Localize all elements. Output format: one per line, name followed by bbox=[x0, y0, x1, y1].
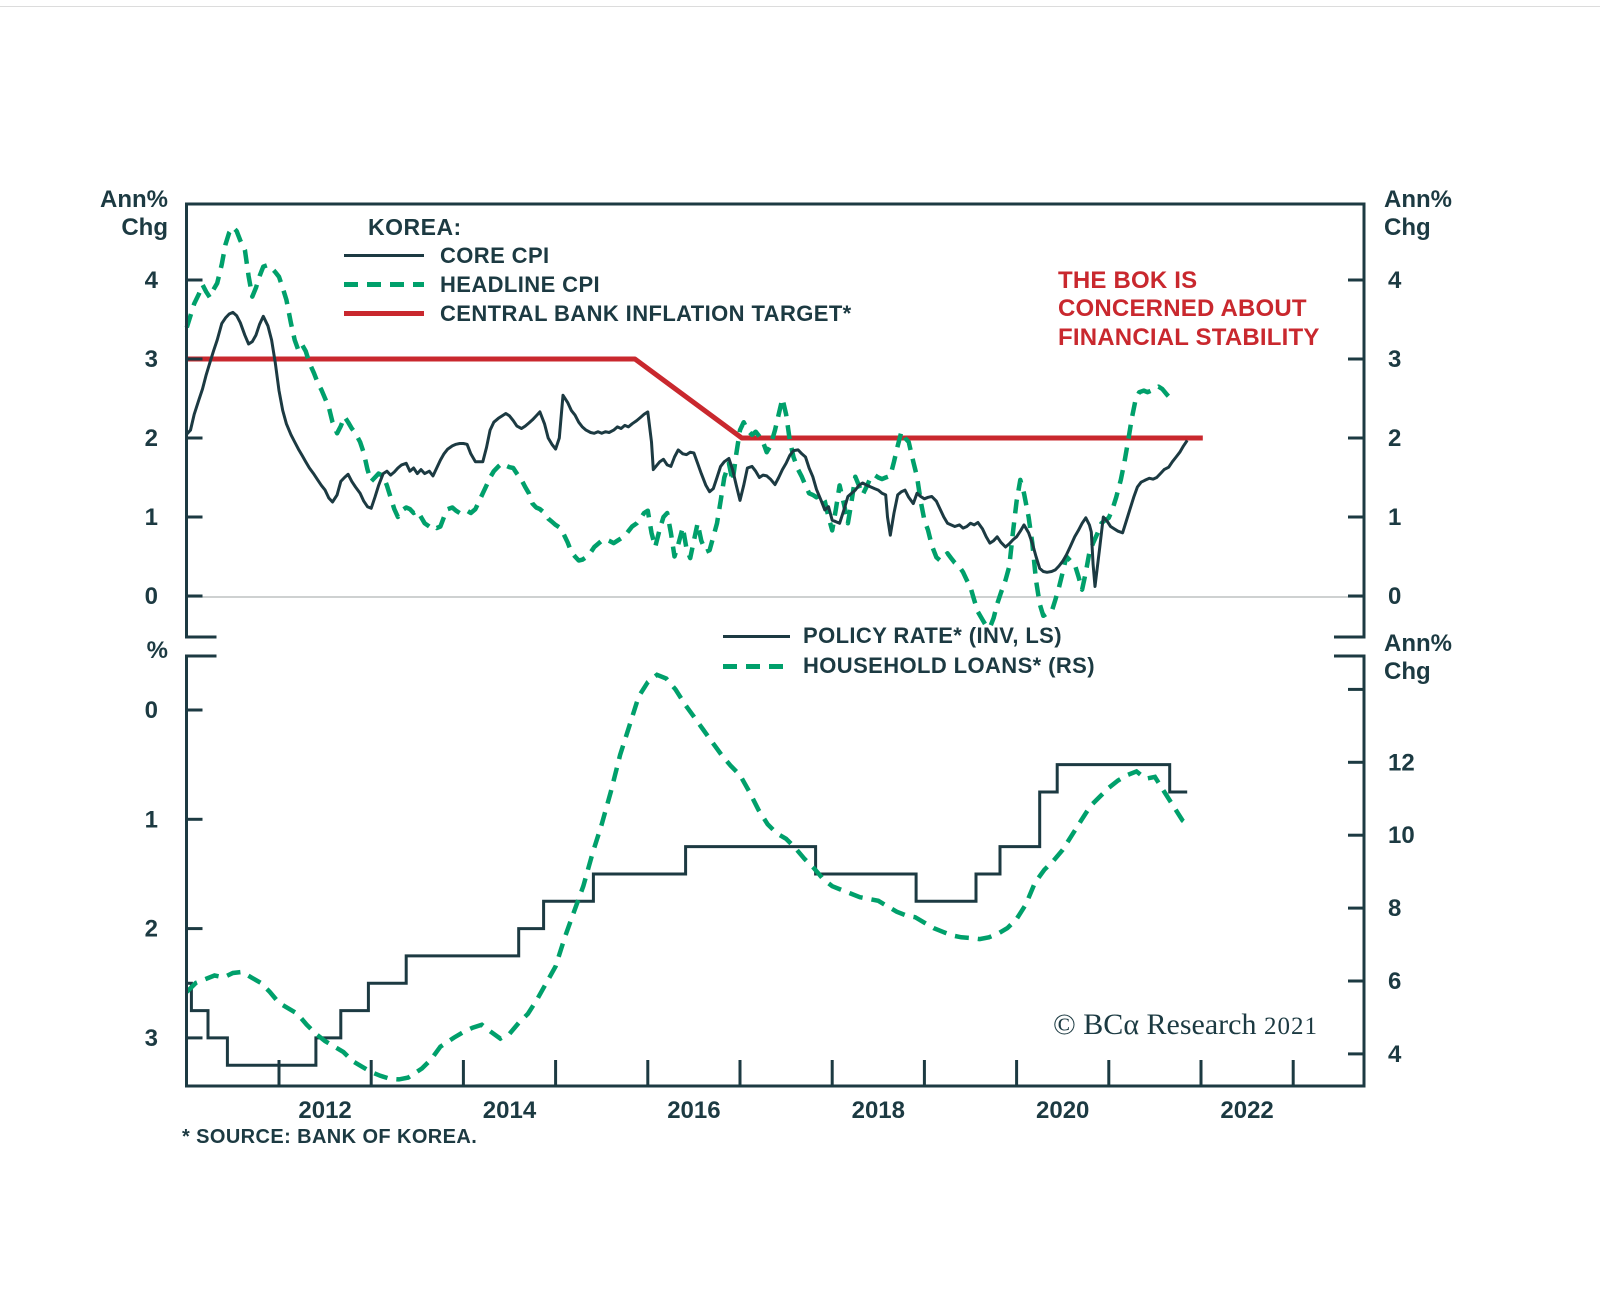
core-cpi-label: CORE CPI bbox=[440, 242, 550, 268]
legend-entry-household-loans: HOUSEHOLD LOANS* (RS) bbox=[723, 651, 1095, 681]
top-left-axis-unit: Ann% Chg bbox=[100, 186, 168, 242]
policy-rate-label: POLICY RATE* (INV, LS) bbox=[803, 623, 1062, 648]
annotation-line: CONCERNED ABOUT bbox=[1058, 295, 1307, 323]
x-axis-year-label: 2022 bbox=[1220, 1097, 1273, 1124]
inflation-target-label: CENTRAL BANK INFLATION TARGET* bbox=[440, 300, 852, 326]
bottom-y-tick-label-right: 6 bbox=[1388, 968, 1401, 995]
top-y-tick-label-left: 0 bbox=[145, 583, 158, 610]
x-axis-year-label: 2018 bbox=[852, 1097, 905, 1124]
x-axis-year-label: 2014 bbox=[483, 1097, 537, 1124]
household-loans-dash-swatch bbox=[723, 663, 790, 669]
bottom-y-tick-label-left: 0 bbox=[145, 697, 158, 724]
bottom-y-tick-label-right: 8 bbox=[1388, 895, 1401, 922]
copyright: © BCα Research 2021 bbox=[1053, 1008, 1318, 1042]
top-y-tick-label-right: 3 bbox=[1388, 346, 1401, 373]
bottom-y-tick-label-right: 4 bbox=[1388, 1041, 1402, 1068]
household-loans-rs-line bbox=[185, 672, 1189, 1082]
bottom-y-tick-label-right: 10 bbox=[1388, 822, 1415, 849]
headline-cpi-dash-swatch bbox=[344, 282, 424, 287]
top-y-tick-label-left: 3 bbox=[145, 346, 158, 373]
annotation-line: THE BOK IS bbox=[1058, 267, 1198, 294]
bottom-y-tick-label-left: 2 bbox=[145, 916, 158, 943]
top-y-tick-label-right: 4 bbox=[1388, 267, 1402, 294]
x-axis-year-label: 2016 bbox=[667, 1097, 720, 1124]
bok-annotation: THE BOK IS CONCERNED ABOUT FINANCIAL STA… bbox=[1058, 267, 1320, 352]
copyright-text: © BCα Research bbox=[1053, 1008, 1257, 1041]
bottom-panel-frame bbox=[185, 654, 1366, 1088]
top-y-tick-label-right: 2 bbox=[1388, 425, 1401, 452]
top-right-axis-unit: Ann% Chg bbox=[1384, 186, 1452, 242]
axis-unit-ann: Ann% bbox=[1384, 186, 1452, 213]
legend-entry-inflation-target: CENTRAL BANK INFLATION TARGET* bbox=[344, 299, 852, 328]
legend-entry-headline-cpi: HEADLINE CPI bbox=[344, 270, 852, 299]
x-axis-year-label: 2012 bbox=[298, 1097, 351, 1124]
legend-title: KOREA: bbox=[368, 214, 462, 240]
bottom-left-axis-unit: % bbox=[100, 637, 168, 665]
top-y-tick-label-left: 2 bbox=[145, 425, 158, 452]
inflation-target-line-swatch bbox=[344, 311, 424, 316]
source-note: * SOURCE: BANK OF KOREA. bbox=[182, 1126, 478, 1148]
axis-unit-chg: Chg bbox=[1384, 214, 1431, 241]
legend-entry-policy-rate: POLICY RATE* (INV, LS) bbox=[723, 621, 1095, 651]
legend-entry-core-cpi: CORE CPI bbox=[344, 241, 852, 270]
headline-cpi-label: HEADLINE CPI bbox=[440, 271, 601, 297]
axis-unit-ann: Ann% bbox=[100, 186, 168, 213]
bottom-y-tick-label-left: 3 bbox=[145, 1025, 158, 1052]
annotation-line: FINANCIAL STABILITY bbox=[1058, 323, 1320, 351]
top-y-tick-label-right: 0 bbox=[1388, 583, 1401, 610]
top-panel-legend: KOREA: CORE CPI HEADLINE CPI CENTRAL BAN… bbox=[344, 214, 852, 328]
page-edge-line bbox=[0, 6, 1600, 7]
axis-unit-ann: Ann% bbox=[1384, 630, 1452, 657]
bottom-y-tick-label-right: 12 bbox=[1388, 749, 1415, 776]
central-bank-inflation-target-line bbox=[185, 356, 1203, 441]
axis-unit-chg: Chg bbox=[121, 214, 168, 241]
headline-cpi-line bbox=[184, 224, 1176, 630]
top-y-tick-label-left: 4 bbox=[145, 267, 159, 294]
axis-unit-chg: Chg bbox=[1384, 658, 1431, 685]
bottom-panel-legend: POLICY RATE* (INV, LS) HOUSEHOLD LOANS* … bbox=[723, 621, 1095, 681]
policy-rate-line-swatch bbox=[723, 634, 790, 638]
copyright-year: 2021 bbox=[1263, 1013, 1318, 1040]
x-axis-year-label: 2020 bbox=[1036, 1097, 1089, 1124]
bottom-y-tick-label-left: 1 bbox=[145, 806, 158, 833]
bottom-right-axis-unit: Ann% Chg bbox=[1384, 630, 1452, 686]
top-panel-frame bbox=[185, 202, 1366, 639]
top-y-tick-label-left: 1 bbox=[145, 504, 158, 531]
household-loans-label: HOUSEHOLD LOANS* (RS) bbox=[803, 653, 1095, 678]
core-cpi-line-swatch bbox=[344, 254, 424, 257]
core-cpi-line bbox=[185, 310, 1189, 588]
policy-rate-inv-ls-line bbox=[186, 763, 1188, 1067]
axis-unit-pct: % bbox=[146, 637, 168, 664]
top-y-tick-label-right: 1 bbox=[1388, 504, 1401, 531]
